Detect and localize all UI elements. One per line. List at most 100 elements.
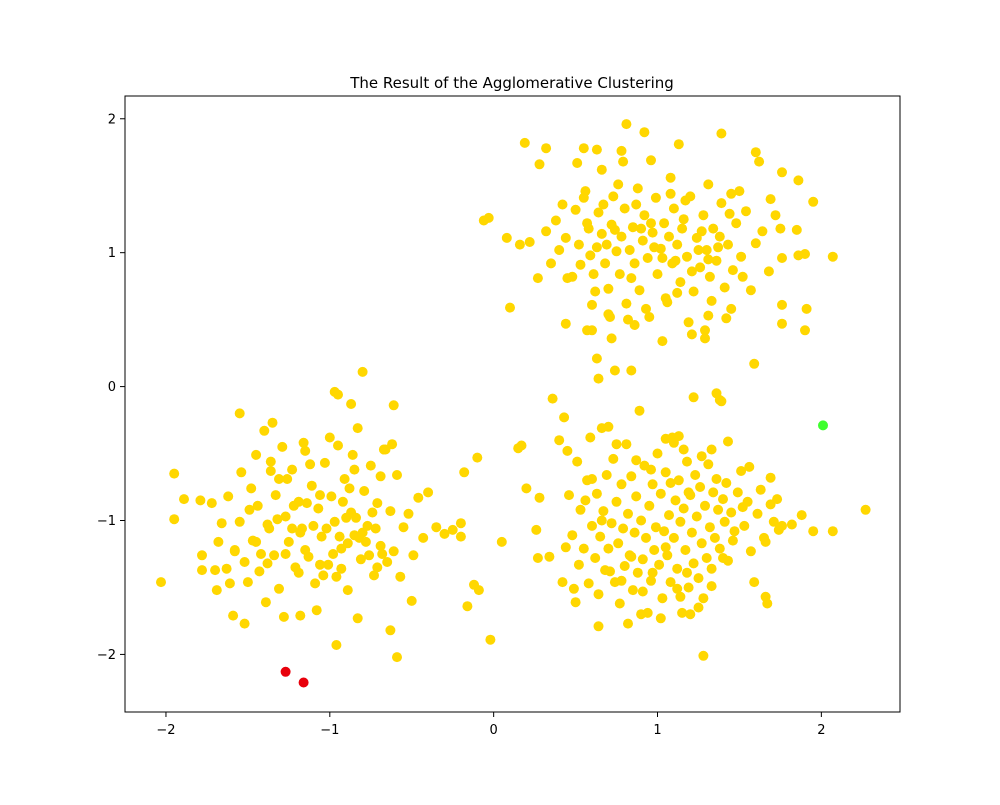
- data-point: [698, 593, 709, 604]
- data-point: [768, 516, 779, 527]
- data-point: [213, 536, 224, 547]
- data-point: [711, 255, 722, 266]
- data-point: [472, 452, 483, 463]
- data-point: [632, 183, 643, 194]
- data-point: [544, 551, 555, 562]
- data-point: [641, 303, 651, 314]
- data-point: [319, 457, 330, 468]
- data-point: [726, 188, 737, 199]
- data-point: [652, 269, 663, 280]
- data-point: [385, 625, 396, 636]
- data-point: [578, 143, 589, 154]
- data-point: [693, 573, 704, 584]
- y-tick-label: 0: [108, 380, 116, 395]
- data-point: [668, 203, 679, 214]
- data-point: [686, 329, 697, 340]
- data-point: [216, 518, 227, 529]
- data-point: [682, 456, 692, 467]
- data-point: [718, 494, 728, 505]
- data-point: [708, 223, 719, 234]
- data-point: [860, 504, 871, 515]
- data-point: [706, 563, 717, 574]
- data-point: [634, 285, 645, 296]
- axes-layer: −2 −1 0 1 2 2 1 0 −1 −2: [97, 112, 826, 738]
- data-point: [700, 325, 710, 336]
- data-point: [260, 597, 271, 608]
- data-point: [695, 482, 706, 492]
- x-tick-label: 0: [490, 723, 498, 738]
- data-point: [652, 448, 663, 459]
- data-point: [639, 210, 650, 221]
- plot-frame: [124, 95, 901, 713]
- data-point: [197, 550, 207, 561]
- data-point: [682, 251, 692, 262]
- data-point: [654, 559, 665, 570]
- data-point: [736, 466, 747, 476]
- data-point: [714, 395, 725, 405]
- data-point: [169, 468, 180, 479]
- data-point: [300, 445, 311, 456]
- data-point: [593, 589, 604, 600]
- data-point: [657, 253, 668, 263]
- data-point: [197, 565, 207, 576]
- data-point: [646, 218, 656, 229]
- data-point: [636, 223, 647, 234]
- data-point: [606, 518, 617, 529]
- data-point: [718, 553, 728, 563]
- data-point: [713, 504, 724, 515]
- data-point: [590, 286, 601, 297]
- x-tick-label: 1: [653, 723, 661, 738]
- data-point: [736, 251, 747, 262]
- data-point: [423, 487, 434, 498]
- data-point: [534, 492, 545, 503]
- data-point: [262, 558, 273, 569]
- data-point: [324, 432, 335, 443]
- data-point: [723, 436, 733, 447]
- data-point: [616, 231, 627, 242]
- data-point: [575, 259, 586, 270]
- data-point: [700, 333, 710, 344]
- data-point: [636, 609, 647, 620]
- data-point: [251, 536, 262, 547]
- data-point: [786, 519, 797, 530]
- data-point: [741, 206, 751, 217]
- data-point: [388, 546, 399, 557]
- data-point: [287, 523, 298, 534]
- data-point: [372, 498, 383, 509]
- data-point: [274, 583, 284, 594]
- data-point: [670, 255, 681, 266]
- data-point: [431, 522, 442, 533]
- data-point: [280, 549, 291, 559]
- data-point: [234, 408, 245, 419]
- data-point: [749, 577, 760, 588]
- data-point: [724, 208, 735, 219]
- data-point: [211, 585, 222, 596]
- data-point: [621, 119, 632, 130]
- data-point: [685, 609, 696, 620]
- data-point: [321, 523, 332, 534]
- data-point: [596, 515, 607, 526]
- data-point: [672, 239, 683, 250]
- data-point: [827, 251, 838, 262]
- data-point: [721, 478, 732, 488]
- data-point: [483, 212, 494, 223]
- data-point: [360, 536, 371, 547]
- data-point: [716, 198, 727, 209]
- data-point: [703, 310, 714, 321]
- data-point: [228, 610, 239, 621]
- data-point: [662, 550, 673, 561]
- data-point: [650, 192, 661, 203]
- data-point: [308, 520, 319, 531]
- data-point: [716, 128, 727, 139]
- data-point: [773, 524, 784, 535]
- data-point: [777, 318, 787, 329]
- data-point: [573, 239, 584, 250]
- data-point: [675, 516, 686, 527]
- data-point: [485, 634, 496, 645]
- data-point: [619, 561, 630, 571]
- data-point: [560, 318, 571, 329]
- data-point: [726, 303, 737, 314]
- data-point: [727, 265, 738, 276]
- data-point: [665, 172, 676, 183]
